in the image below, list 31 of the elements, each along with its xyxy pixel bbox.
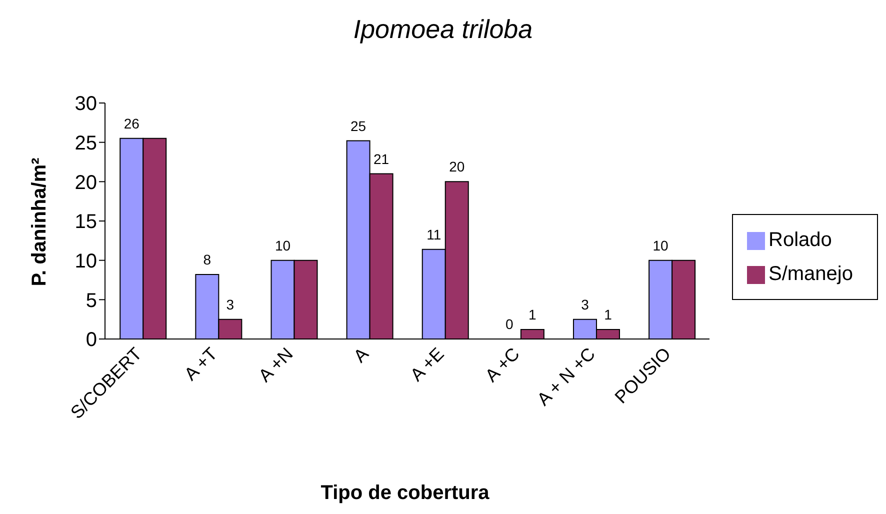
x-tick-label: A +C xyxy=(481,344,524,386)
chart-title: Ipomoea triloba xyxy=(352,14,534,45)
data-label: 3 xyxy=(226,296,234,312)
data-label: 21 xyxy=(374,150,390,167)
y-tick-label: 0 xyxy=(86,329,97,352)
y-tick-label: 25 xyxy=(74,132,97,154)
x-axis-title: Tipo de cobertura xyxy=(320,482,490,505)
data-label: 25 xyxy=(350,118,366,134)
data-label: 26 xyxy=(124,115,140,132)
legend-label: S/manejo xyxy=(768,263,853,285)
x-tick-label: A +T xyxy=(180,344,222,384)
data-label: 1 xyxy=(604,306,612,323)
x-tick-label: A +N xyxy=(254,344,297,386)
legend-label: Rolado xyxy=(768,229,832,251)
x-tick-label: A +E xyxy=(406,344,448,386)
data-label: 3 xyxy=(581,296,590,312)
data-label: 8 xyxy=(203,251,212,268)
data-label: 10 xyxy=(274,237,291,254)
y-tick-label: 15 xyxy=(74,211,97,234)
y-axis-title: P. daninha/m² xyxy=(28,158,52,286)
data-label: 20 xyxy=(449,158,465,175)
y-tick-label: 30 xyxy=(74,93,97,116)
y-tick-label: 5 xyxy=(86,290,97,312)
data-label: 0 xyxy=(506,316,514,332)
x-tick-label: A + N +C xyxy=(533,344,599,410)
data-label: 11 xyxy=(426,226,442,242)
x-tick-label: A xyxy=(350,344,372,366)
y-tick-label: 20 xyxy=(74,172,97,194)
data-label: 1 xyxy=(528,306,537,323)
data-label: 10 xyxy=(652,237,669,254)
y-tick-label: 10 xyxy=(74,250,97,272)
